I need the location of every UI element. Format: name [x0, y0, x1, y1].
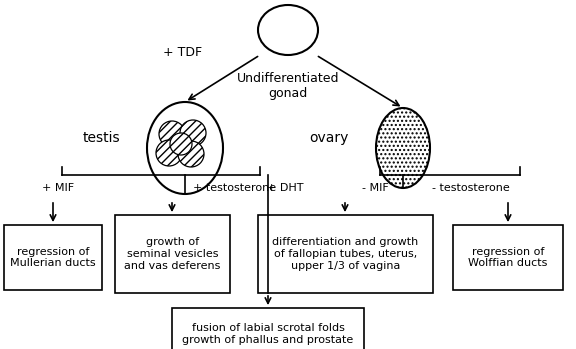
Text: Undifferentiated
gonad: Undifferentiated gonad — [237, 72, 339, 100]
Text: + testosterone: + testosterone — [193, 183, 276, 193]
Text: fusion of labial scrotal folds
growth of phallus and prostate: fusion of labial scrotal folds growth of… — [183, 323, 354, 345]
Bar — [4, 225, 102, 290]
Circle shape — [159, 121, 185, 147]
Text: regression of
Wolffian ducts: regression of Wolffian ducts — [468, 247, 548, 268]
Text: + TDF: + TDF — [164, 45, 203, 59]
Text: regression of
Mullerian ducts: regression of Mullerian ducts — [10, 247, 96, 268]
Text: differentiation and growth
of fallopian tubes, uterus,
upper 1/3 of vagina: differentiation and growth of fallopian … — [272, 237, 419, 270]
Text: - MIF: - MIF — [362, 183, 389, 193]
Text: + MIF: + MIF — [42, 183, 74, 193]
Text: ovary: ovary — [310, 131, 349, 145]
Ellipse shape — [147, 102, 223, 194]
Text: - testosterone: - testosterone — [432, 183, 510, 193]
Text: testis: testis — [82, 131, 120, 145]
Bar — [115, 215, 230, 293]
Circle shape — [180, 120, 206, 146]
Circle shape — [178, 141, 204, 167]
Text: growth of
seminal vesicles
and vas deferens: growth of seminal vesicles and vas defer… — [124, 237, 221, 270]
Text: + DHT: + DHT — [267, 183, 304, 193]
Ellipse shape — [258, 5, 318, 55]
Circle shape — [170, 133, 192, 155]
Ellipse shape — [376, 108, 430, 188]
Bar — [172, 308, 364, 349]
Circle shape — [156, 140, 182, 166]
Bar — [258, 215, 433, 293]
Bar — [453, 225, 563, 290]
